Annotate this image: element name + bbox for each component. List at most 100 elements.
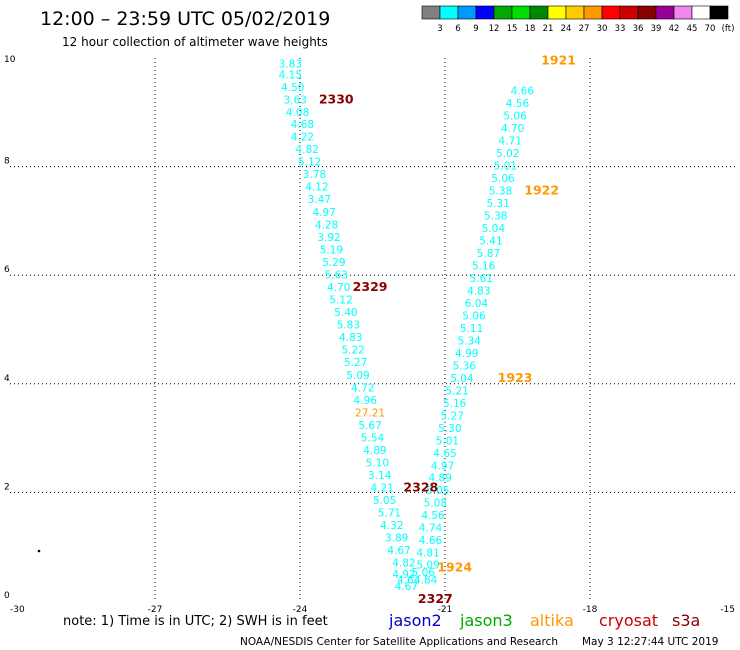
data-points: 3.834.154.503.634.084.684.224.825.123.78… [279,58,535,592]
swh-value-label: 4.74 [419,523,443,535]
page-subtitle: 12 hour collection of altimeter wave hei… [62,35,328,49]
swh-value-label: 5.61 [470,273,493,285]
swh-value-label: 4.81 [416,548,439,560]
satellite-name-jason3: jason3 [459,611,513,630]
color-scale-tick: 27 [579,24,590,34]
color-scale-tick: 45 [687,24,698,34]
swh-value-label: 5.09 [346,370,369,382]
swh-value-label: 5.04 [450,373,474,385]
color-swatch [493,5,513,20]
color-swatch [655,5,675,20]
swh-value-label: 4.70 [501,123,524,135]
color-swatch [565,5,585,20]
x-tick-label: -27 [148,605,163,615]
satellite-name-s3a: s3a [672,611,700,630]
swh-value-label: 4.71 [499,136,522,148]
swh-value-label: 4.64 [397,574,421,586]
y-tick-label: 6 [4,265,10,275]
swh-value-label: 5.01 [436,435,459,447]
color-swatch [709,5,729,20]
swh-value-label: 4.15 [279,69,302,81]
color-scale-tick: 33 [615,24,626,34]
color-swatch [691,5,711,20]
color-scale-tick: 42 [669,24,680,34]
stray-dot [37,549,41,553]
swh-value-label: 4.97 [431,460,454,472]
footer-credit: NOAA/NESDIS Center for Satellite Applica… [240,636,558,648]
satellite-legend: jason2 jason3 altika cryosat s3a [388,611,700,630]
pass-time-label: 1924 [437,559,472,574]
swh-value-label: 5.10 [366,458,389,470]
y-tick-label: 4 [4,374,10,384]
swh-value-label: 5.08 [424,498,447,510]
color-swatch [637,5,657,20]
swh-value-label: 4.82 [392,557,415,569]
swh-value-label: 5.41 [479,235,502,247]
swh-value-label: 4.22 [291,132,314,144]
pass-time-label: 2328 [403,480,438,495]
swh-value-label: 4.08 [286,107,309,119]
swh-value-label: 4.67 [395,581,418,593]
swh-value-label: 4.99 [455,348,478,360]
swh-value-label: 5.16 [472,260,496,272]
swh-value-label: 5.63 [325,270,348,282]
x-tick-label: -30 [10,605,25,615]
color-swatch [583,5,603,20]
swh-value-label: 5.22 [341,345,364,357]
swh-value-label: 3.83 [279,58,302,70]
pass-time-label: 1923 [498,370,533,385]
swh-value-label: 5.87 [477,248,500,260]
swh-value-label: 5.12 [329,295,352,307]
swh-value-label: 3.63 [283,94,306,106]
plot-axes: -30 -27 -24 -21 -18 -15 0 2 4 6 8 10 [4,55,735,615]
swh-value-label: 5.05 [426,485,449,497]
swh-value-label: 5.54 [361,433,385,445]
swh-value-label: 4.67 [387,545,410,557]
pass-time-label: 2330 [319,91,354,106]
color-scale-tick: 6 [455,24,460,34]
swh-value-label: 3.14 [368,470,392,482]
swh-value-label: 5.40 [334,307,357,319]
color-swatch [673,5,693,20]
swh-value-label: 4.97 [312,207,335,219]
color-swatch [547,5,567,20]
color-scale-tick: 36 [633,24,644,34]
swh-value-label: 4.83 [339,332,362,344]
swh-value-label: 4.65 [433,448,456,460]
swh-value-label: 5.27 [441,410,464,422]
swh-value-label: 5.06 [462,310,486,322]
color-swatch [529,5,549,20]
pass-time-label: 1921 [541,53,576,68]
swh-value-label: 5.27 [344,357,367,369]
page-title: 12:00 – 23:59 UTC 05/02/2019 [40,8,330,30]
swh-value-label: 5.38 [489,185,512,197]
swh-value-label: 4.66 [419,535,443,547]
y-tick-label: 10 [4,55,16,65]
color-scale-tick: 39 [651,24,662,34]
color-scale-tick: 12 [489,24,500,34]
swh-value-label: 4.66 [511,86,535,98]
color-scale-tick: 3 [437,24,442,34]
y-tick-label: 0 [4,591,10,601]
swh-value-label: 4.50 [281,82,304,94]
swh-value-label: 5.05 [373,495,396,507]
swh-value-label: 5.16 [443,398,467,410]
swh-value-label: 4.56 [421,510,445,522]
color-scale-tick: 70 [705,24,716,34]
swh-value-label: 5.38 [484,210,507,222]
color-scale-tick: 9 [473,24,478,34]
swh-value-label: 4.70 [327,282,350,294]
y-tick-label: 8 [4,157,10,167]
swh-value-label: 5.04 [482,223,506,235]
swh-value-label: 4.72 [351,383,374,395]
pass-time-label: 2329 [353,279,388,294]
satellite-name-altika: altika [530,611,574,630]
swh-value-label: 5.02 [496,148,519,160]
swh-value-label: 5.06 [491,173,515,185]
color-scale-tick: 24 [561,24,572,34]
swh-value-label: 5.21 [445,385,468,397]
swh-value-label: 4.89 [428,473,451,485]
swh-value-label: 5.12 [298,157,321,169]
color-swatch [457,5,477,20]
